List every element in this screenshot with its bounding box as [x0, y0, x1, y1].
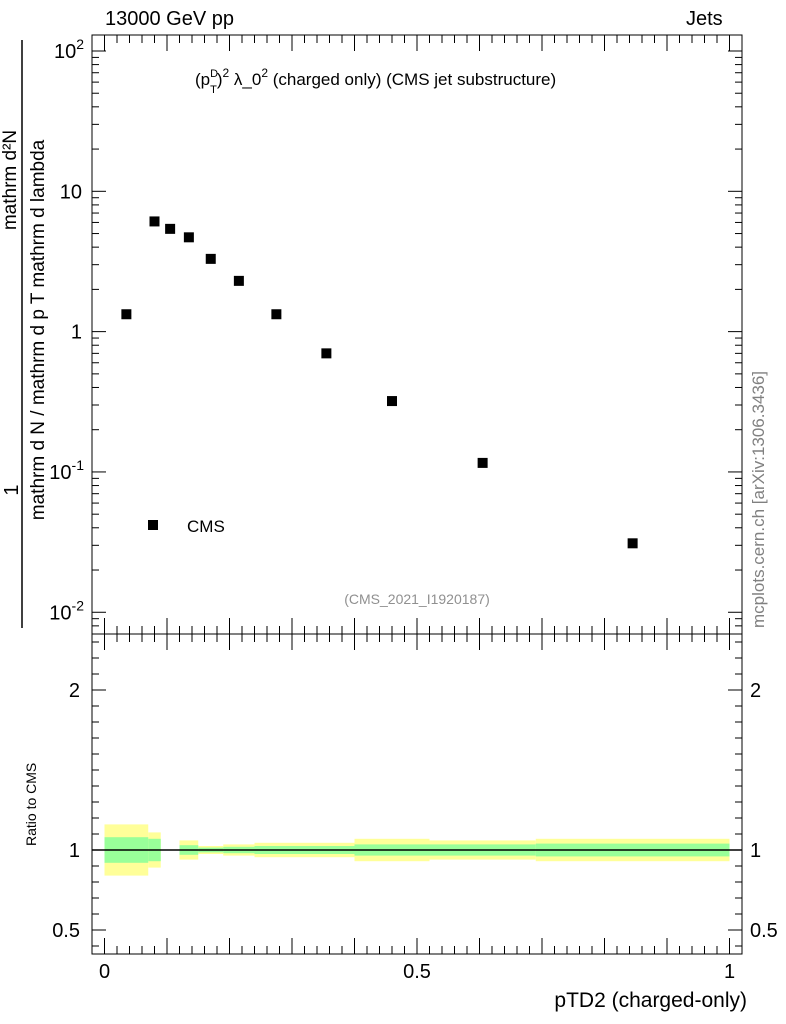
data-point — [271, 309, 282, 320]
ratio-ylabel: Ratio to CMS — [23, 762, 39, 846]
main-ytick-label: 102 — [54, 36, 84, 63]
x-axis-label: pTD2 (charged-only) — [554, 989, 747, 1012]
ratio-xtick-label: 0 — [99, 961, 110, 983]
main-ytick-label: 10-2 — [49, 597, 84, 624]
legend-label: CMS — [187, 517, 225, 536]
ratio-ytick-label-right: 0.5 — [750, 920, 778, 942]
main-frame — [91, 34, 743, 635]
ratio-ytick-label-left: 0.5 — [52, 920, 80, 942]
ratio-xtick-label: 1 — [724, 961, 735, 983]
header-left: 13000 GeV pp — [105, 8, 234, 30]
ratio-ytick-label-right: 2 — [750, 680, 761, 702]
data-point — [165, 223, 176, 234]
data-point — [477, 457, 488, 468]
data-point — [387, 396, 397, 407]
ratio-ytick-label-right: 1 — [750, 840, 761, 862]
ylabel-prefix-num: 1 — [1, 484, 23, 495]
data-point — [149, 216, 160, 227]
data-point — [627, 538, 638, 549]
data-point — [183, 232, 194, 243]
ratio-frame — [91, 633, 743, 955]
main-ytick-label: 1 — [71, 322, 82, 344]
ylabel-numerator: mathrm d²N — [0, 130, 21, 230]
data-point — [205, 253, 216, 264]
data-point — [121, 309, 132, 320]
analysis-watermark: (CMS_2021_I1920187) — [344, 591, 490, 607]
data-point — [321, 348, 332, 359]
main-ylabel: 1 mathrm d N / mathrm d p T mathrm d lamb… — [0, 40, 49, 628]
legend-marker — [148, 520, 158, 530]
ratio-ytick-label-left: 2 — [69, 680, 80, 702]
side-label: mcplots.cern.ch [arXiv:1306.3436] — [749, 370, 768, 628]
ylabel-prefix-den: mathrm d N / mathrm d p T mathrm d lambd… — [28, 139, 49, 520]
main-ytick-label: 10-1 — [49, 457, 84, 484]
data-point — [233, 275, 244, 286]
chart-title: (pD T)2 λ_02 (charged only) (CMS jet subs… — [195, 66, 556, 96]
ratio-xtick-label: 0.5 — [403, 961, 431, 983]
main-ytick-label: 10 — [60, 181, 82, 203]
header-right: Jets — [686, 8, 723, 30]
ratio-ytick-label-left: 1 — [69, 840, 80, 862]
